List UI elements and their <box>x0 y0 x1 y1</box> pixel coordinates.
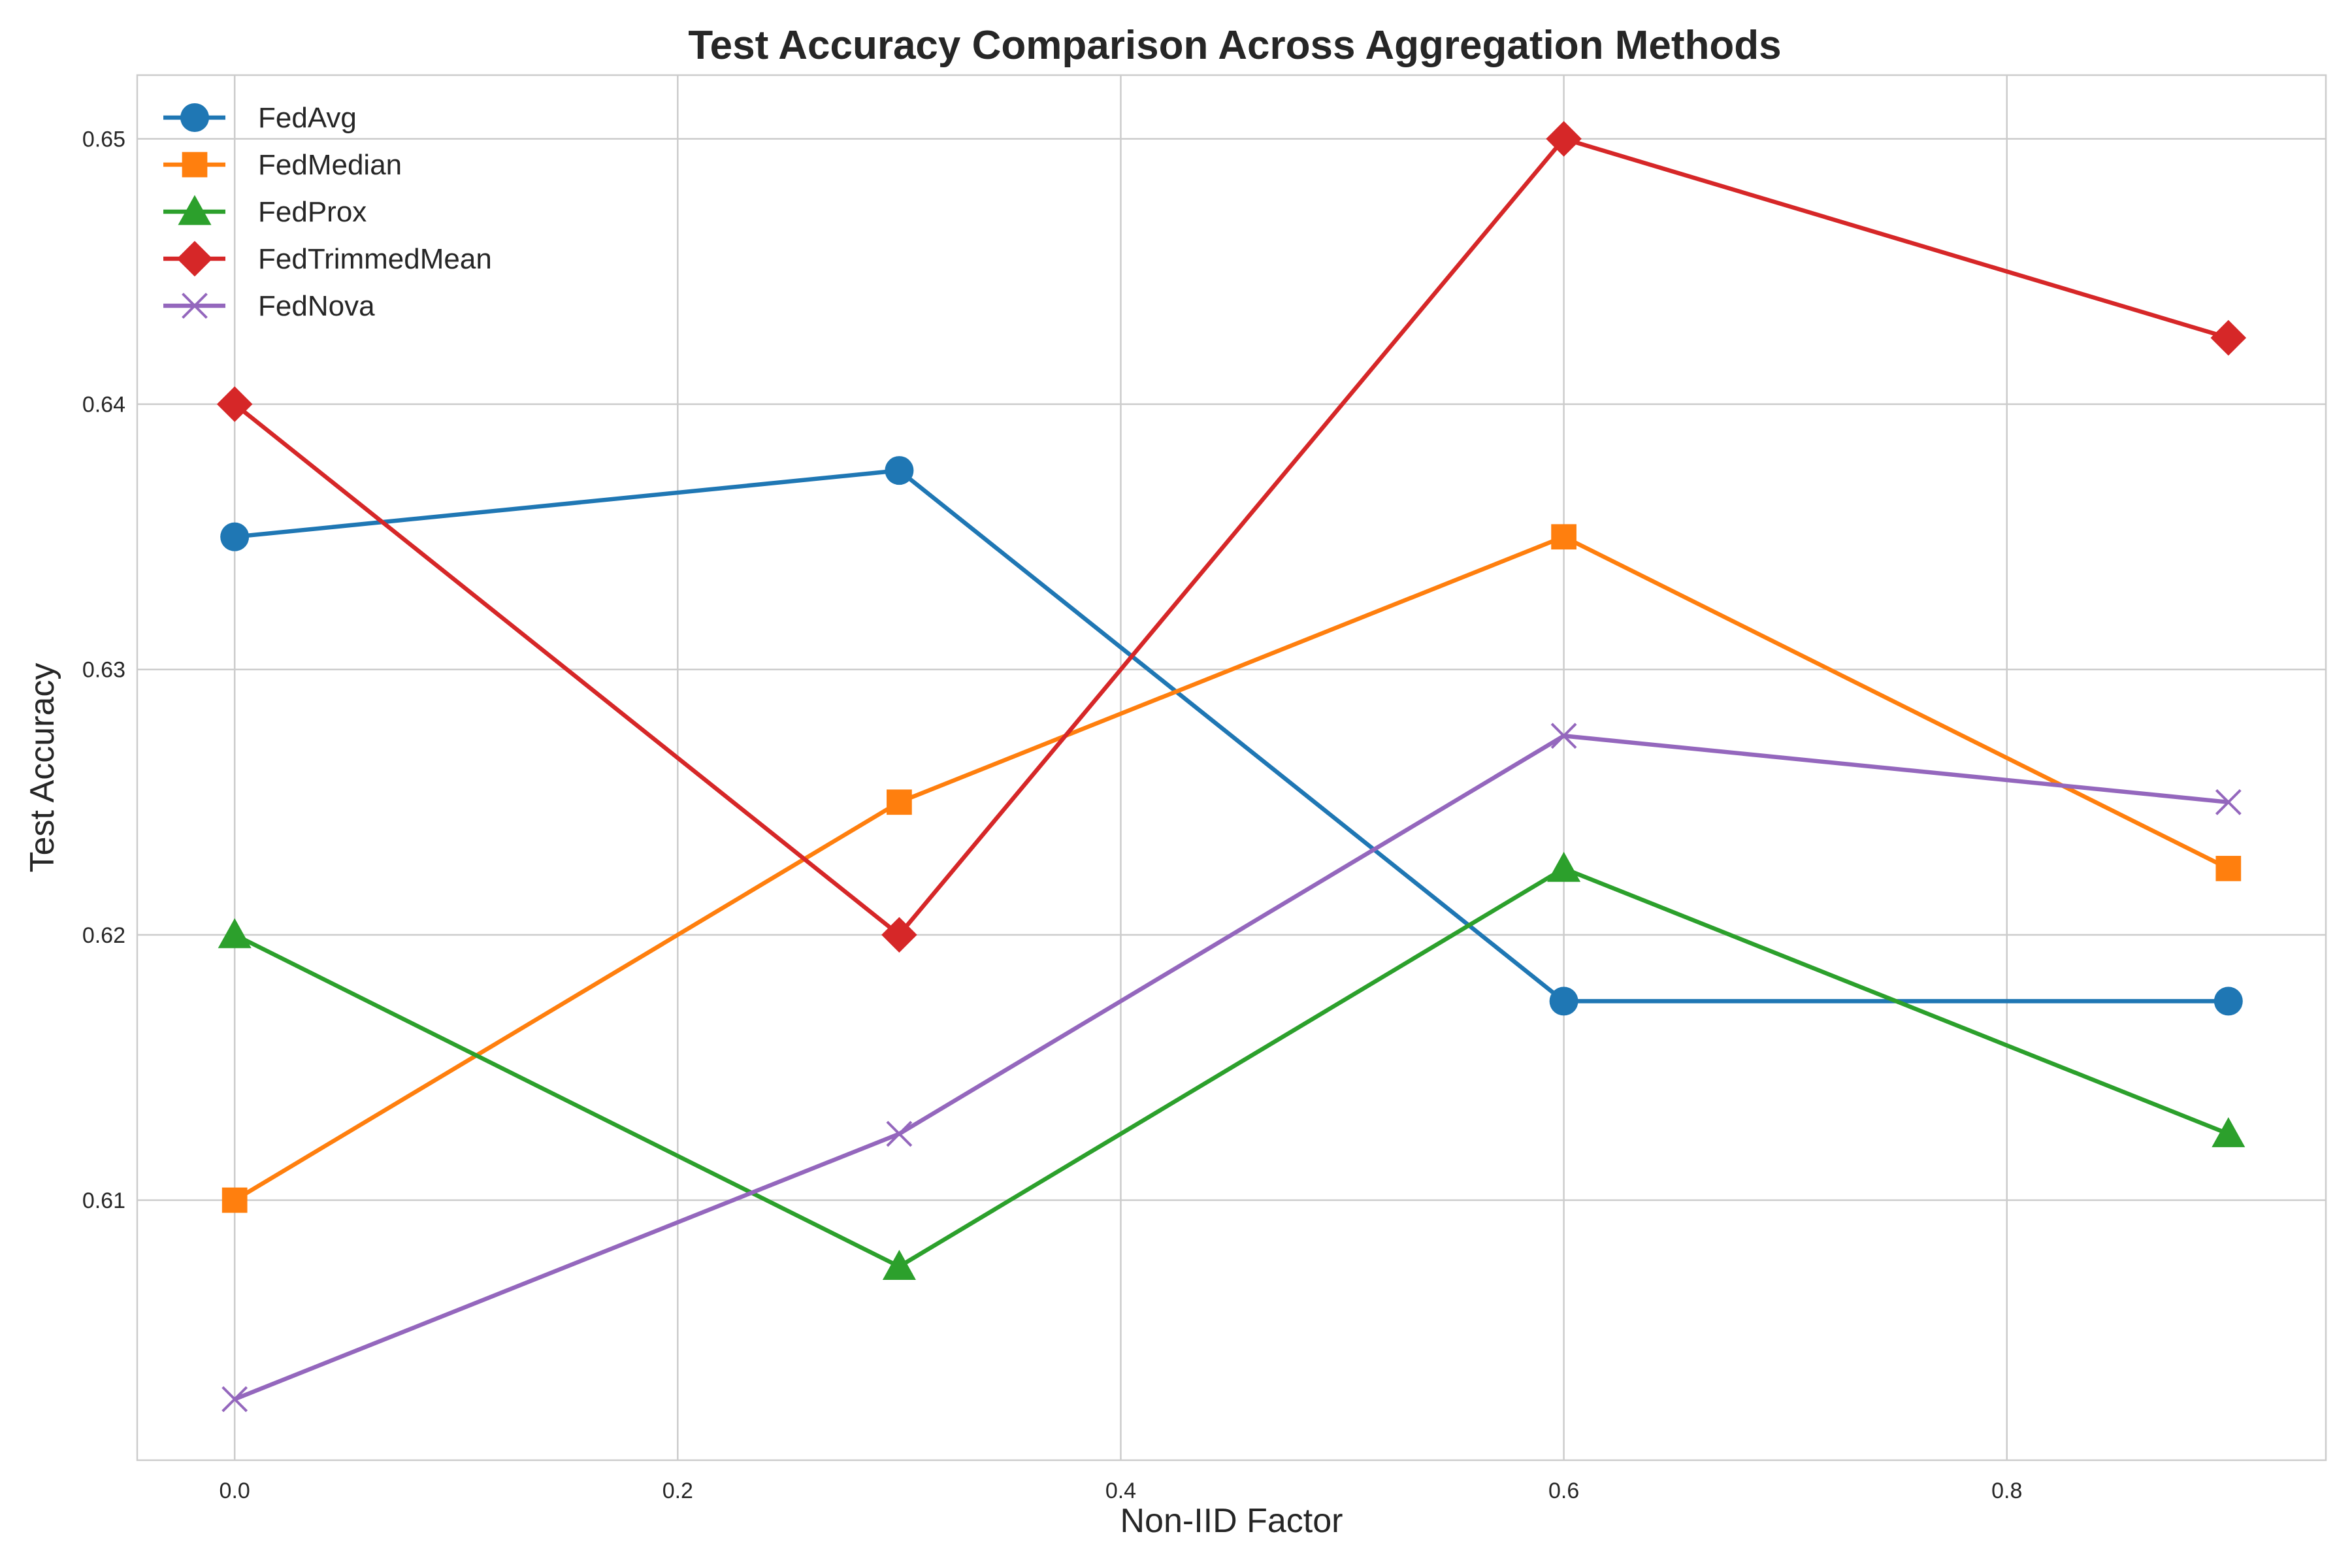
series-line <box>233 137 2229 938</box>
x-axis-label: Non-IID Factor <box>1120 1502 1343 1540</box>
legend-label: FedTrimmedMean <box>258 243 492 275</box>
data-point-marker <box>881 917 917 953</box>
data-point-marker <box>221 1187 248 1213</box>
legend-marker <box>182 293 208 319</box>
plot-area-frame <box>136 74 2327 1462</box>
y-axis-label: Test Accuracy <box>24 663 61 873</box>
legend-marker <box>178 195 212 225</box>
x-tick-label: 0.2 <box>662 1478 693 1503</box>
series-line <box>233 866 2230 1269</box>
legend-marker <box>182 152 208 178</box>
legend-item: FedAvg <box>163 102 357 134</box>
data-point-marker <box>2213 987 2243 1016</box>
data-point-marker <box>1547 851 1581 882</box>
series-fednova <box>221 723 2242 1413</box>
series-fedprox <box>218 851 2246 1280</box>
series-layer <box>216 121 2247 1413</box>
y-tick-label: 0.61 <box>82 1188 125 1213</box>
legend-item: FedProx <box>163 195 367 228</box>
legend-item: FedMedian <box>163 149 402 181</box>
data-point-marker <box>1551 524 1576 550</box>
y-axis-ticks: 0.61 0.62 0.63 0.64 0.65 <box>82 127 125 1213</box>
data-point-marker <box>2215 789 2242 815</box>
grid <box>137 75 2326 1460</box>
series-line <box>233 734 2229 1401</box>
data-point-marker <box>882 1250 916 1280</box>
data-point-marker <box>1550 723 1577 749</box>
y-tick-label: 0.63 <box>82 658 125 683</box>
legend-label: FedNova <box>258 290 375 322</box>
x-axis-ticks: 0.0 0.2 0.4 0.6 0.8 <box>220 1478 2023 1503</box>
x-tick-label: 0.6 <box>1548 1478 1579 1503</box>
legend-item: FedTrimmedMean <box>163 240 492 277</box>
series-fedtrimmedmean <box>216 121 2247 953</box>
data-point-marker <box>2210 319 2247 356</box>
series-fedmedian <box>221 524 2242 1213</box>
data-point-marker <box>218 918 252 949</box>
y-tick-label: 0.65 <box>82 127 125 152</box>
data-point-marker <box>2212 1117 2246 1147</box>
legend-label: FedProx <box>258 196 367 228</box>
data-point-marker <box>216 386 253 422</box>
y-tick-label: 0.62 <box>82 923 125 948</box>
legend-label: FedAvg <box>258 102 357 134</box>
data-point-marker <box>221 1386 248 1413</box>
data-point-marker <box>887 789 912 815</box>
chart-title: Test Accuracy Comparison Across Aggregat… <box>688 23 1781 68</box>
data-point-marker <box>885 456 914 485</box>
legend-label: FedMedian <box>258 149 402 181</box>
legend: FedAvg FedMedian FedProx FedTrimmedMean FedN… <box>163 102 492 322</box>
x-tick-label: 0.0 <box>220 1478 250 1503</box>
data-point-marker <box>886 1120 913 1147</box>
legend-item: FedNova <box>163 290 375 322</box>
data-point-marker <box>2215 855 2242 881</box>
y-tick-label: 0.64 <box>82 393 125 417</box>
data-point-marker <box>1546 121 1582 157</box>
series-line <box>233 534 2230 1202</box>
legend-marker <box>176 240 213 277</box>
x-tick-label: 0.4 <box>1105 1478 1136 1503</box>
x-tick-label: 0.8 <box>1991 1478 2022 1503</box>
legend-marker <box>180 103 209 132</box>
data-point-marker <box>220 522 250 551</box>
data-point-marker <box>1549 987 1578 1016</box>
